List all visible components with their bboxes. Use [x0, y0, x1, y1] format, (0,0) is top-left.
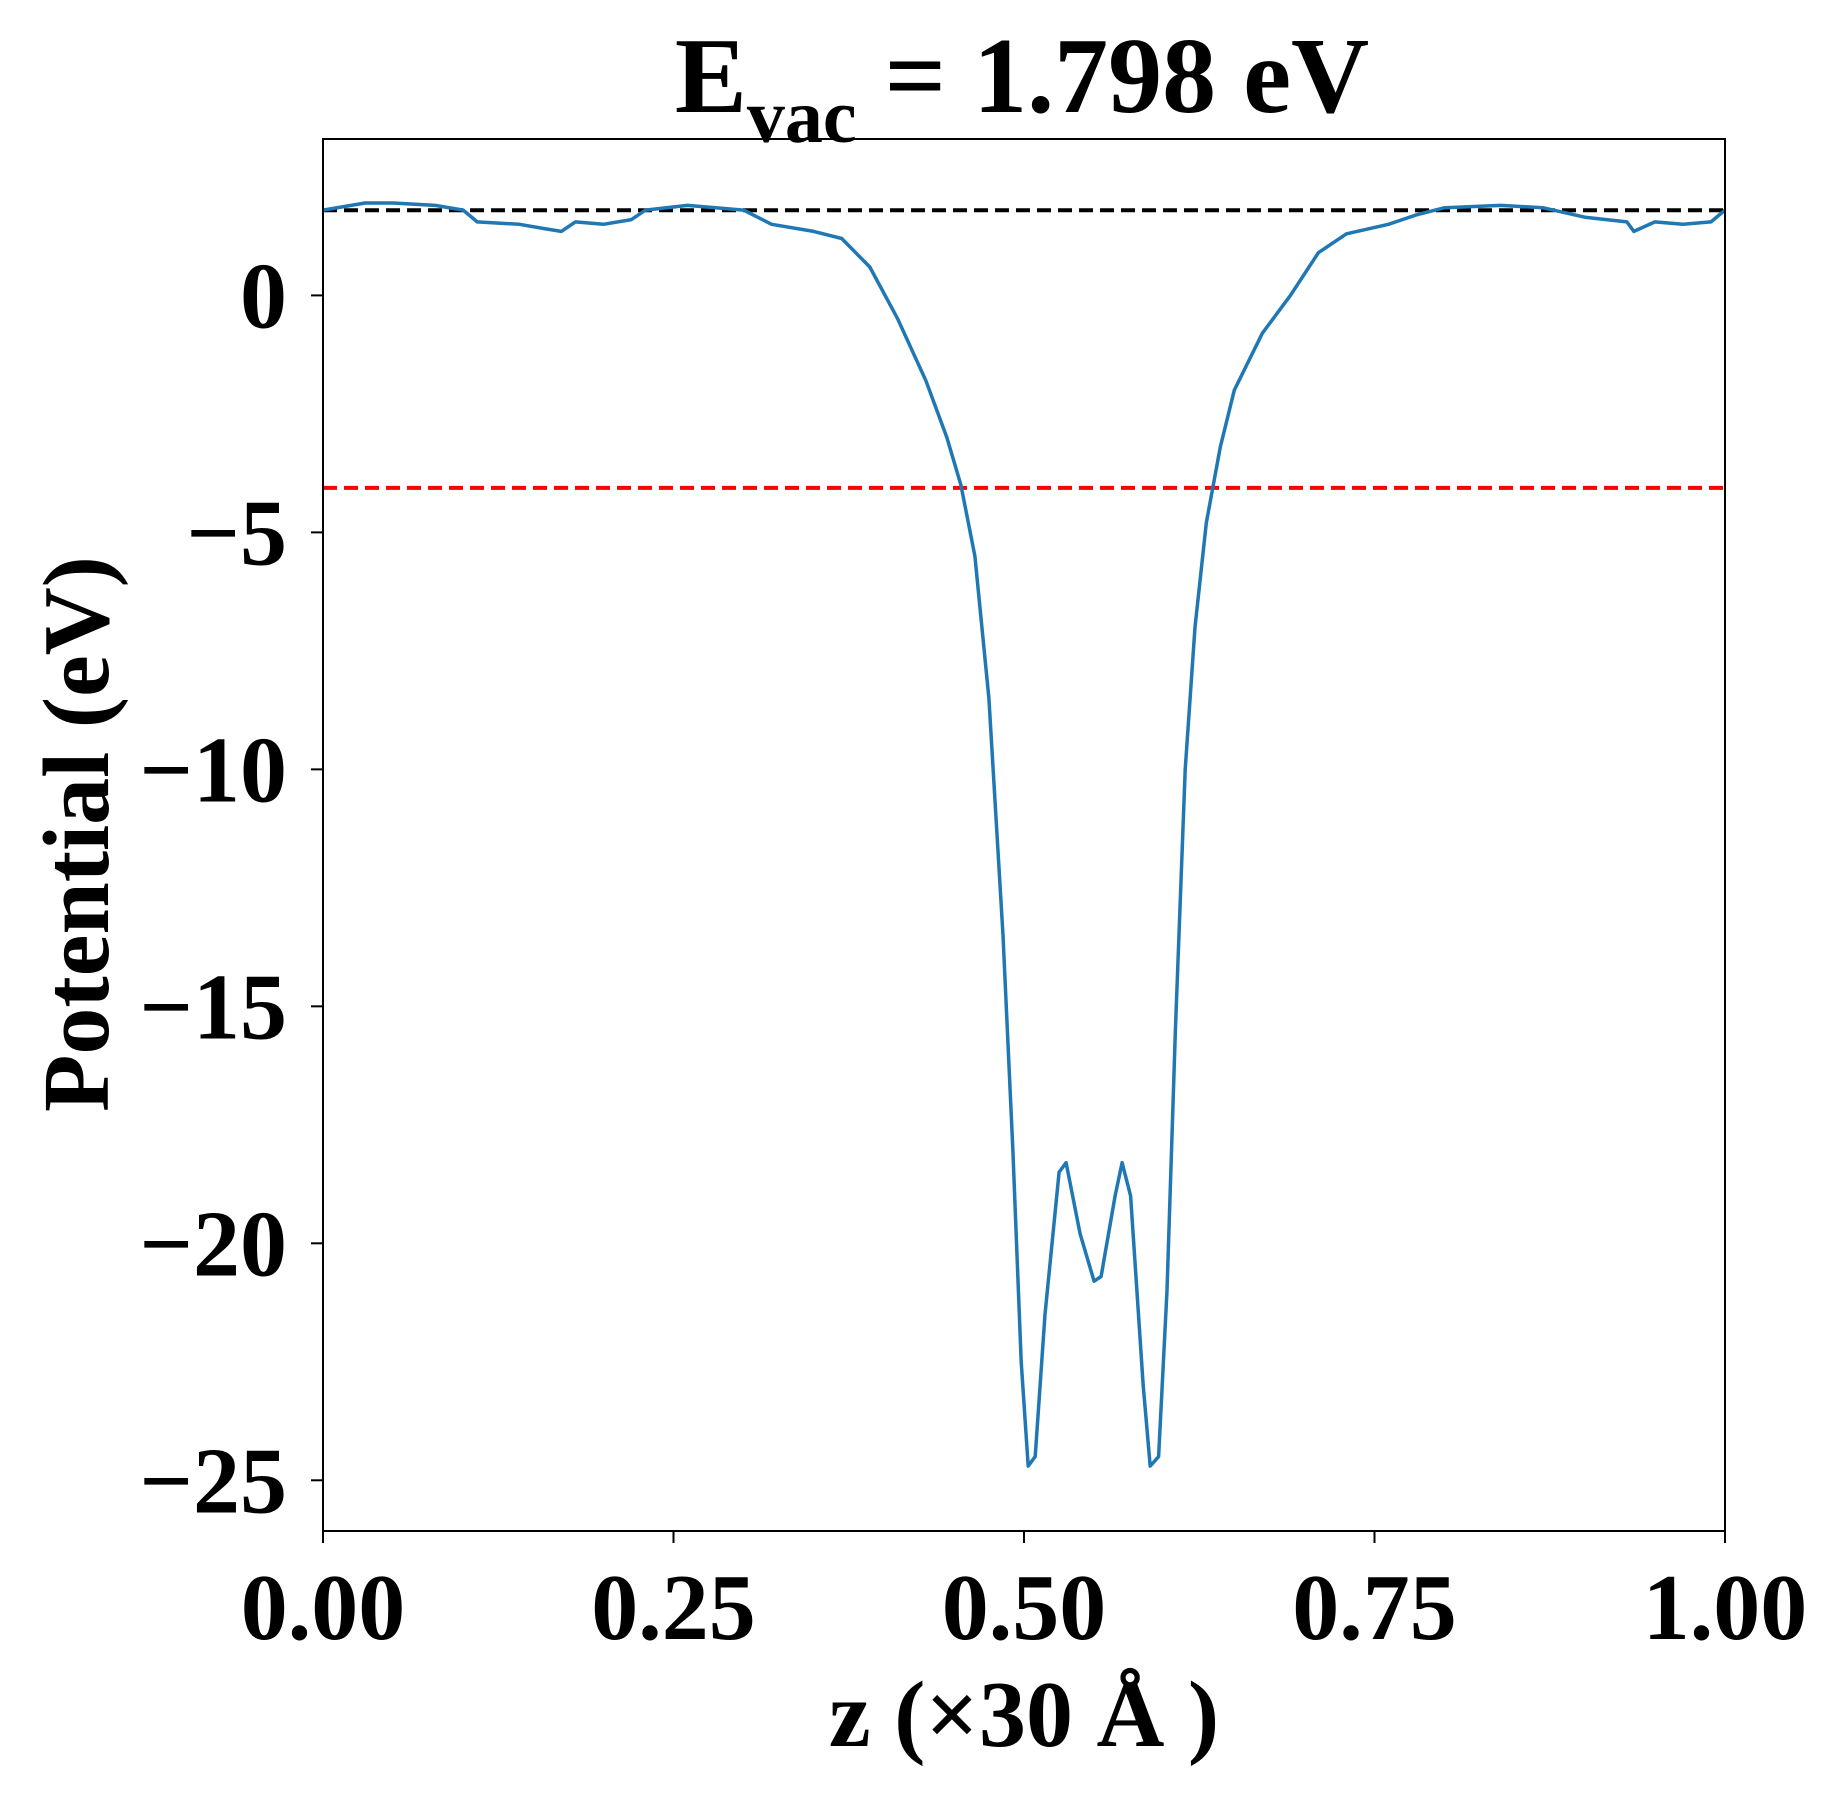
x-tick-label: 0.75	[1292, 1556, 1457, 1660]
title-rest: = 1.798 eV	[885, 17, 1369, 136]
y-axis-label: Potential (eV)	[25, 556, 129, 1112]
x-tick-label: 1.00	[1643, 1556, 1808, 1660]
title-main: E	[675, 17, 747, 136]
plot-frame	[322, 138, 1726, 1532]
y-tick-label: −20	[139, 1192, 287, 1296]
y-tick-label: −10	[139, 718, 287, 822]
y-tick-label: 0	[240, 244, 287, 348]
x-tick-label: 0.50	[942, 1556, 1107, 1660]
y-tick-label: −5	[186, 481, 287, 585]
x-tick-label: 0.25	[591, 1556, 756, 1660]
y-tick-label: −25	[139, 1429, 287, 1533]
y-tick-label: −15	[139, 955, 287, 1059]
x-axis-label: z (×30 Å )	[829, 1663, 1219, 1767]
series-line	[322, 201, 1727, 1468]
chart-title: Evac = 1.798 eV	[675, 17, 1369, 159]
x-tick-label: 0.00	[241, 1556, 406, 1660]
title-sub: vac	[747, 75, 857, 159]
